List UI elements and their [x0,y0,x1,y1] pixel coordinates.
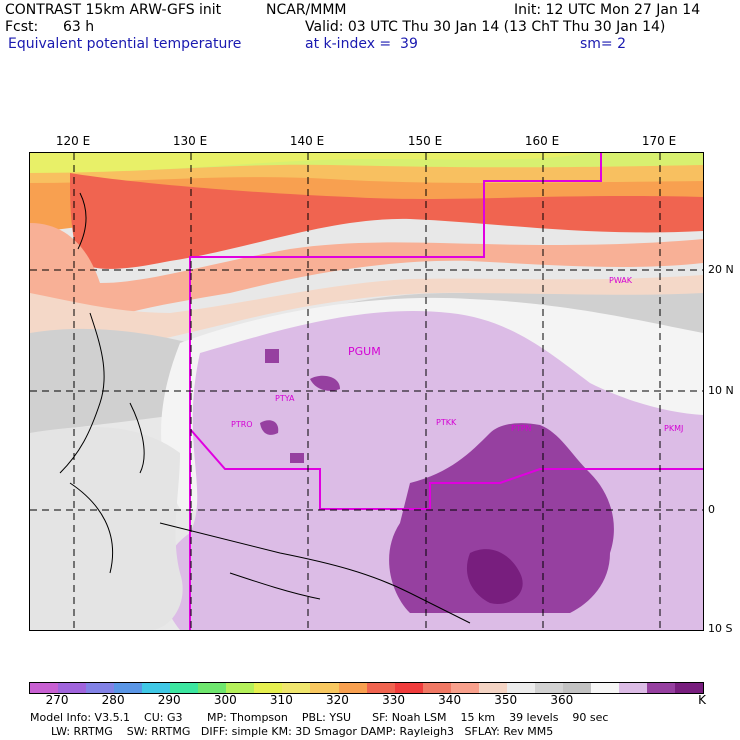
valid-time: Valid: 03 UTC Thu 30 Jan 14 (13 ChT Thu … [305,19,666,35]
colorbar-swatch [338,683,367,693]
colorbar-swatch [675,683,704,693]
colorbar-swatch [30,683,59,693]
colorbar-label: 350 [494,693,518,707]
lon-label-160e: 160 E [524,134,560,148]
region-boundary-south [189,428,703,510]
organization: NCAR/MMM [266,2,347,18]
purple-dark [466,549,523,604]
colorbar-swatch [562,683,591,693]
colorbar-swatch [618,683,648,693]
colorbar-swatch [142,683,171,693]
smoothing-info: sm= 2 [580,36,627,52]
station-ptya: PTYA [275,394,295,403]
station-pkmj: PKMJ [664,424,683,433]
region-boundary [189,153,602,630]
map-panel: PWAK PGUM PTYA PTRO PTKK PTPN PKMJ [29,152,704,631]
colorbar-label: 320 [326,693,349,707]
band-salmon [30,223,703,333]
colorbar-swatch [647,683,676,693]
model-info-line1: Model Info: V3.5.1 CU: G3 MP: Thompson P… [30,711,609,724]
colorbar-swatch [170,683,199,693]
lat-label-20n: 20 N [708,263,734,276]
lon-label-150e: 150 E [407,134,443,148]
station-ptro: PTRO [231,420,253,429]
colorbar-swatch [478,683,507,693]
forecast-hour: 63 h [63,19,95,35]
station-ptpn: PTPN [511,424,532,433]
colorbar-swatch [506,683,535,693]
colorbar-swatch [282,683,311,693]
colorbar-swatch [114,683,143,693]
purple-blob-1 [265,349,279,363]
coastline [59,192,471,624]
colorbar-swatch [422,683,451,693]
colorbar-label: 330 [382,693,405,707]
forecast-label: Fcst: [5,19,39,35]
colorbar-label: 300 [213,693,237,707]
colorbar-swatch [198,683,227,693]
grey-south [30,427,183,630]
colorbar-swatch [310,683,339,693]
lon-label-130e: 130 E [172,134,208,148]
lon-label-140e: 140 E [289,134,325,148]
colorbar-swatch [394,683,423,693]
level-info: at k-index = 39 [305,36,418,52]
colorbar-swatch [226,683,255,693]
purple-blob-4 [290,453,304,463]
lat-label-0: 0 [708,503,715,516]
colorbar-label: 310 [269,693,293,707]
band-red [70,173,703,269]
init-time: Init: 12 UTC Mon 27 Jan 14 [514,2,701,18]
colorbar-swatch [534,683,563,693]
model-info-line2: LW: RRTMG SW: RRTMG DIFF: simple KM: 3D … [30,725,554,738]
lon-label-120e: 120 E [55,134,91,148]
field-name: Equivalent potential temperature [8,36,242,52]
colorbar-label: 280 [101,693,125,707]
colorbar-label: 360 [550,693,574,707]
colorbar-swatch [58,683,87,693]
colorbar-swatch [366,683,395,693]
purple-blob-2 [310,375,340,391]
station-ptkk: PTKK [436,418,457,427]
colorbar-label: 290 [157,693,181,707]
colorbar-swatch [450,683,479,693]
band-light-orange [30,153,590,173]
station-pgum: PGUM [348,345,381,358]
colorbar-swatch [590,683,619,693]
lon-label-170e: 170 E [641,134,677,148]
colorbar-label: 270 [45,693,69,707]
purple-core [389,423,614,613]
model-title: CONTRAST 15km ARW-GFS init [5,2,222,18]
theta-e-map: PWAK PGUM PTYA PTRO PTKK PTPN PKMJ [30,153,703,630]
colorbar [29,682,704,694]
colorbar-swatch [254,683,283,693]
station-pwak: PWAK [609,276,633,285]
graticule [30,153,703,630]
purple-blob-3 [260,420,279,435]
colorbar-swatch [86,683,115,693]
lat-label-10s: 10 S [708,622,733,635]
lat-label-10n: 10 N [708,384,734,397]
colorbar-label: K [698,693,706,707]
colorbar-label: 340 [438,693,462,707]
